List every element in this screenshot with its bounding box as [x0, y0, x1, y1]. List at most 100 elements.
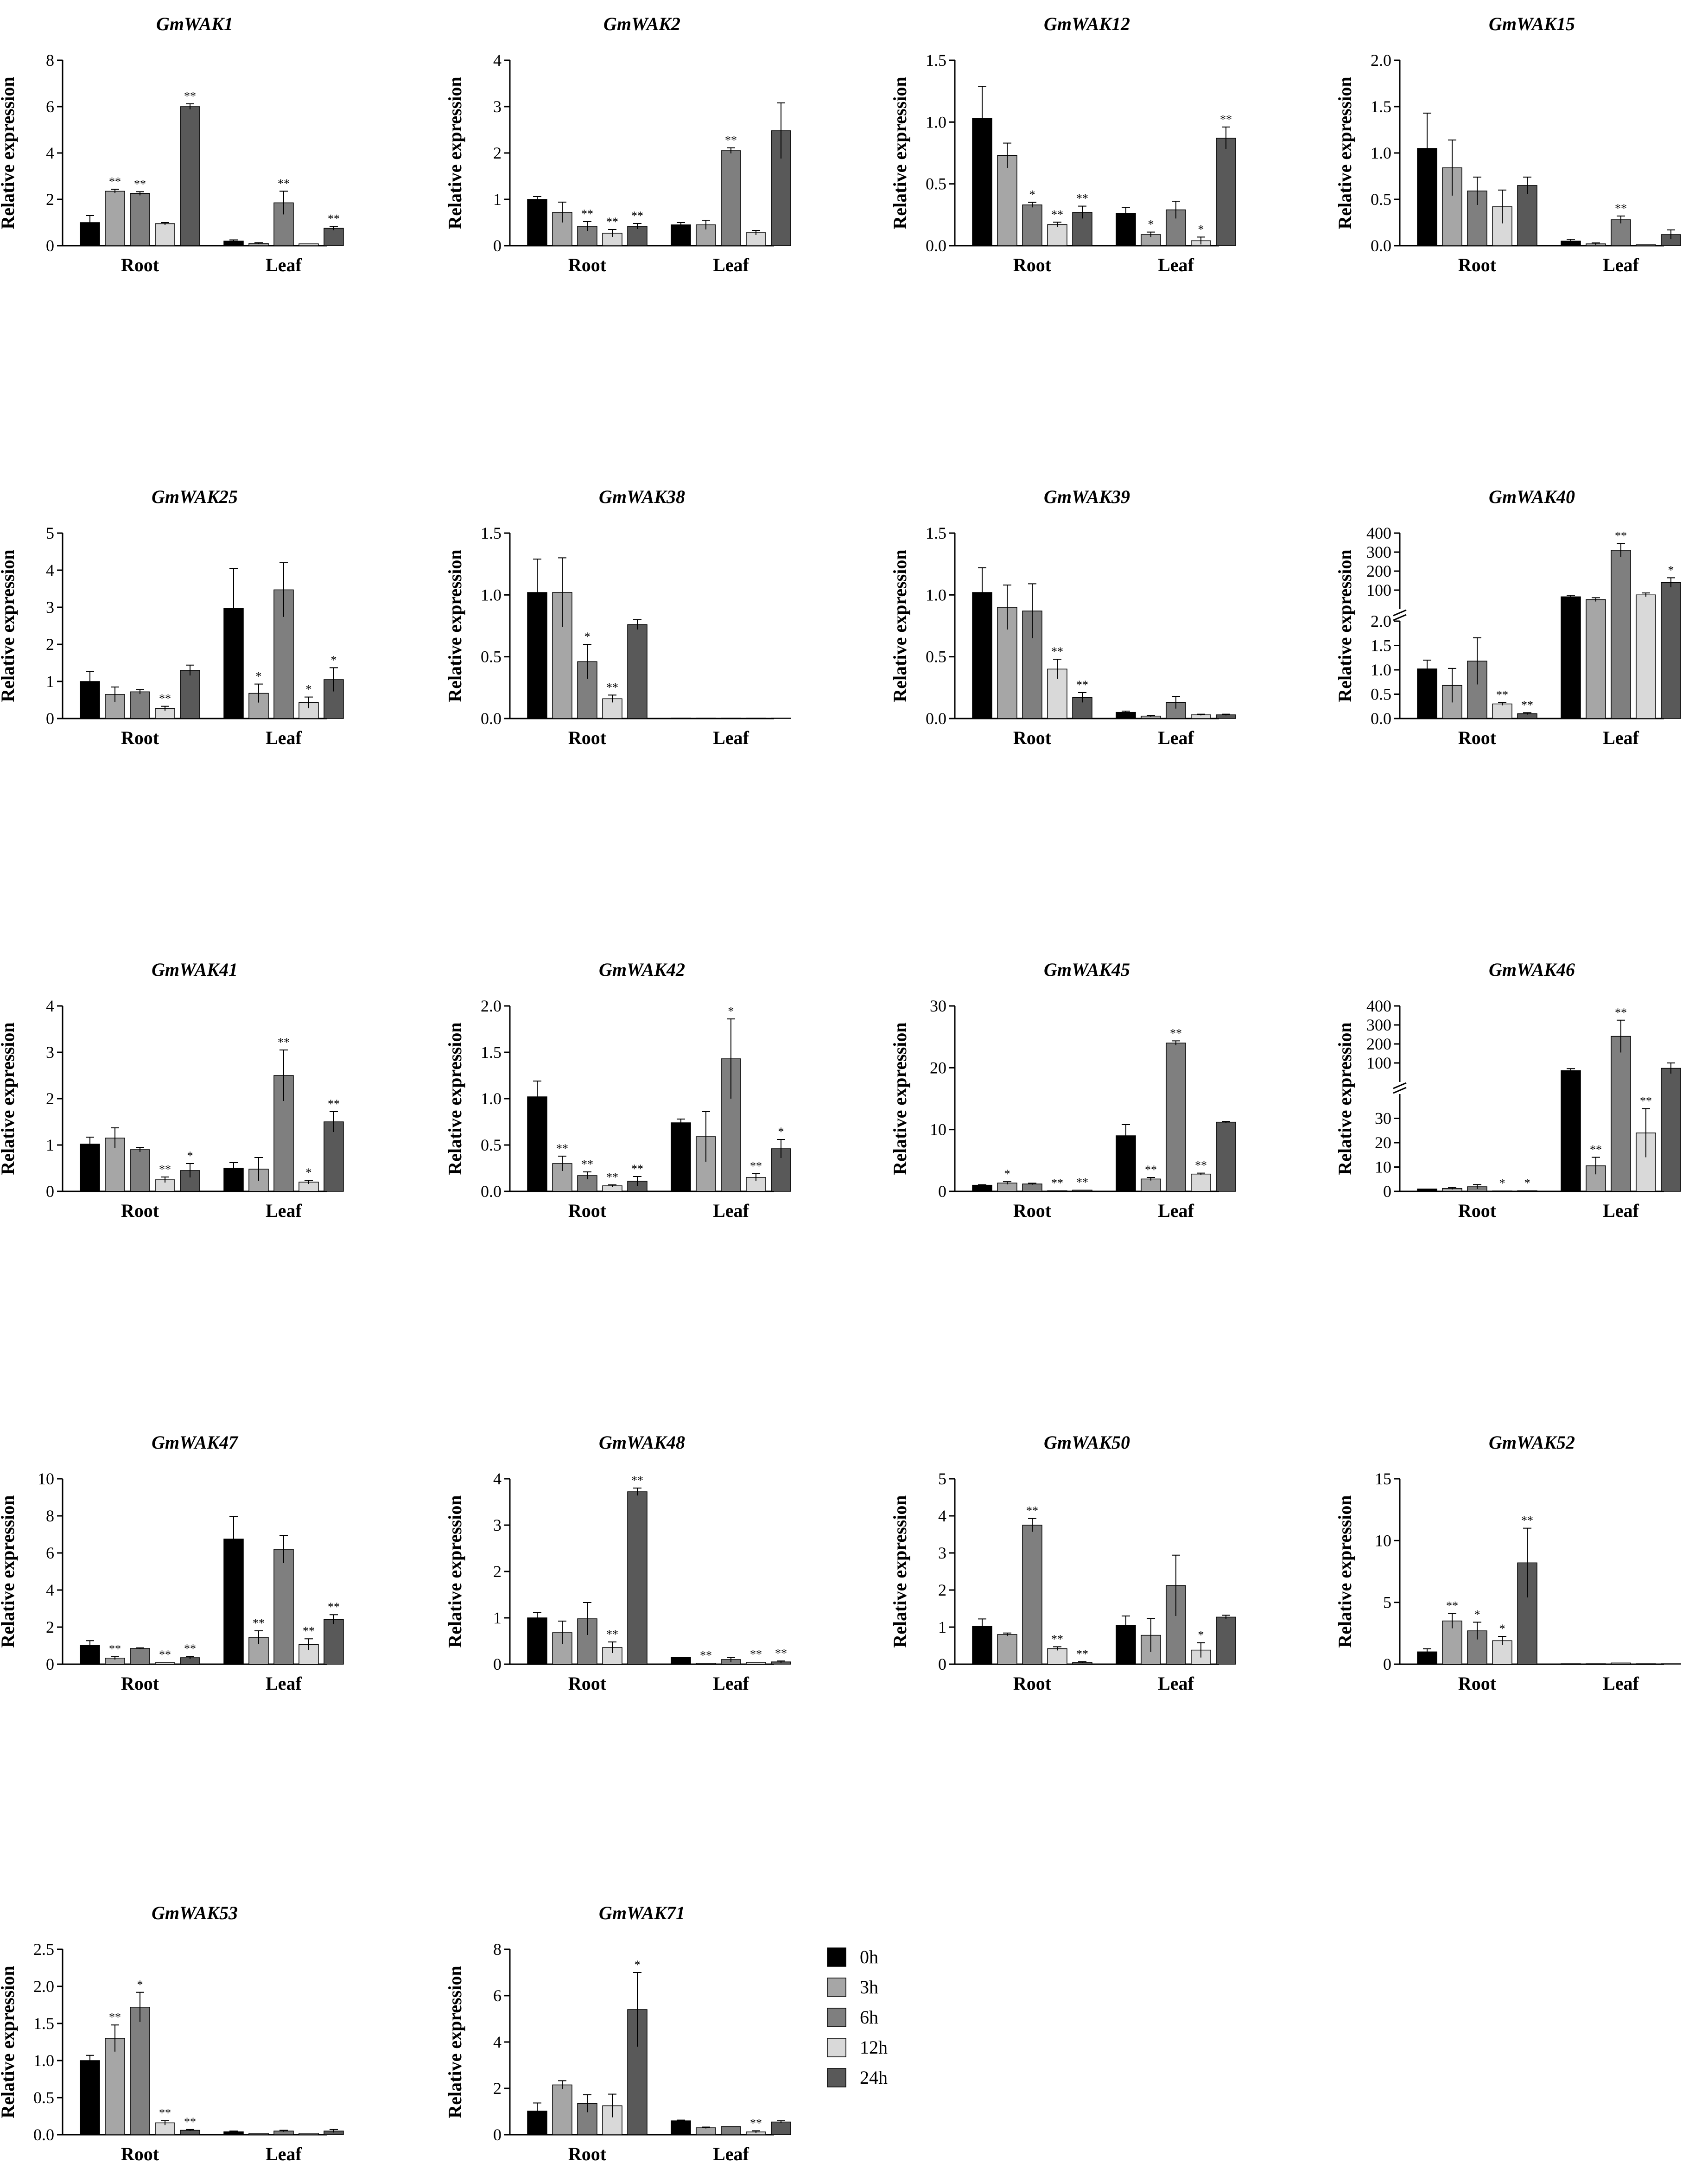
significance-label: *: [1148, 218, 1154, 231]
y-tick-label: 1.0: [481, 585, 502, 604]
bar-root-24h: [627, 624, 648, 719]
significance-label: **: [631, 1162, 643, 1176]
significance-label: **: [1051, 1176, 1063, 1190]
y-tick-label: 1: [493, 1609, 502, 1627]
group-label-leaf: Leaf: [713, 2144, 749, 2164]
group-label-leaf: Leaf: [266, 727, 302, 748]
chart-title: GmWAK38: [599, 486, 685, 507]
significance-label: **: [750, 2117, 762, 2130]
significance-label: **: [184, 1642, 196, 1655]
y-tick-label: 200: [1366, 562, 1391, 580]
y-tick-label: 0.0: [481, 1182, 502, 1201]
group-label-leaf: Leaf: [1158, 254, 1194, 275]
significance-label: *: [1499, 1177, 1505, 1190]
y-tick-label: 0: [938, 1655, 946, 1673]
y-tick-label: 0.0: [1371, 709, 1391, 728]
chart-title: GmWAK50: [1044, 1432, 1130, 1453]
y-tick-label: 20: [930, 1058, 946, 1077]
significance-label: **: [109, 1642, 121, 1656]
legend-label-0h: 0h: [860, 1947, 878, 1967]
y-tick-label: 6: [46, 1544, 54, 1562]
significance-label: *: [306, 1166, 312, 1179]
y-axis-label: Relative expression: [1334, 549, 1355, 702]
significance-label: **: [631, 1474, 643, 1487]
significance-label: **: [1170, 1026, 1182, 1040]
significance-label: **: [1615, 1006, 1627, 1019]
y-tick-label: 4: [938, 1507, 946, 1525]
bar-root-6h: [1022, 204, 1042, 246]
bar-root-3h: [552, 2084, 572, 2135]
bar-root-3h: [105, 191, 125, 246]
significance-label: **: [1496, 688, 1508, 701]
y-tick-label: 30: [930, 997, 946, 1015]
bar-root-3h: [997, 155, 1017, 246]
significance-label: **: [1615, 202, 1627, 215]
significance-label: **: [606, 1171, 618, 1184]
y-tick-label: 200: [1366, 1035, 1391, 1053]
significance-label: **: [750, 1648, 762, 1661]
y-axis-label: Relative expression: [889, 1495, 910, 1648]
y-tick-label: 15: [1375, 1470, 1391, 1488]
y-tick-label: 1.5: [926, 524, 946, 542]
bar-leaf-12h: [1636, 244, 1656, 246]
bar-leaf-6h: [1611, 1662, 1631, 1665]
y-tick-label: 300: [1366, 543, 1391, 561]
y-tick-label: 0.0: [926, 236, 946, 255]
bar-leaf-3h: [248, 2133, 269, 2135]
bar-root-6h: [130, 193, 150, 246]
bar-root-12h: [1047, 668, 1067, 719]
y-tick-label: 2.0: [33, 1977, 54, 1996]
bar-root-0h: [527, 1617, 547, 1665]
significance-label: **: [328, 212, 340, 226]
y-axis-label: Relative expression: [889, 76, 910, 229]
significance-label: **: [159, 692, 171, 706]
bar-leaf-6h: [273, 1549, 294, 1665]
y-axis-label: Relative expression: [0, 1966, 18, 2118]
y-tick-label: 8: [46, 51, 54, 70]
y-tick-label: 0.0: [1371, 236, 1391, 255]
group-label-leaf: Leaf: [1158, 727, 1194, 748]
y-tick-label: 0: [493, 236, 502, 255]
group-label-leaf: Leaf: [266, 1673, 302, 1694]
significance-label: **: [1521, 698, 1533, 712]
chart-title: GmWAK15: [1489, 13, 1575, 34]
group-label-root: Root: [568, 1200, 607, 1221]
bar-leaf-3h: [696, 1663, 716, 1665]
group-label-leaf: Leaf: [1603, 1200, 1639, 1221]
y-axis-label: Relative expression: [0, 76, 18, 229]
chart-title: GmWAK12: [1044, 13, 1130, 34]
bar-root-0h: [80, 2060, 100, 2135]
y-tick-label: 4: [46, 997, 54, 1015]
group-label-leaf: Leaf: [1158, 1200, 1194, 1221]
legend-swatch-3h: [827, 1978, 846, 1997]
bar-leaf-0h: [671, 718, 691, 719]
significance-label: **: [1446, 1599, 1458, 1613]
y-tick-label: 2: [493, 1562, 502, 1581]
y-tick-label: 1.5: [1371, 636, 1391, 655]
y-axis-label: Relative expression: [444, 1495, 465, 1648]
y-axis-label: Relative expression: [889, 549, 910, 702]
legend-label-12h: 12h: [860, 2037, 888, 2058]
y-tick-label: 1.0: [926, 113, 946, 131]
significance-label: *: [187, 1149, 193, 1163]
significance-label: *: [1499, 1622, 1505, 1635]
bar-leaf-3h: [1141, 1178, 1161, 1192]
y-tick-label: 3: [493, 97, 502, 116]
legend-swatch-12h: [827, 2038, 846, 2057]
bar-leaf-6h: [721, 150, 741, 246]
y-tick-label: 0: [493, 2125, 502, 2144]
y-tick-label: 2: [493, 144, 502, 162]
y-tick-label: 0.5: [1371, 190, 1391, 209]
y-tick-label: 4: [493, 2033, 502, 2051]
bar-root-6h: [130, 691, 150, 719]
bar-root-12h: [602, 2105, 622, 2135]
group-label-leaf: Leaf: [266, 2144, 302, 2164]
axis-break-mark: [1393, 1087, 1407, 1094]
chart-title: GmWAK42: [599, 959, 685, 980]
chart-panel-gmwak39: 0.0 0.5 1.0 1.5 GmWAK39 Relative expression **…: [889, 486, 1236, 748]
y-tick-label: 1.0: [926, 585, 946, 604]
bar-leaf-12h: [746, 1662, 766, 1665]
y-tick-label: 5: [46, 524, 54, 542]
